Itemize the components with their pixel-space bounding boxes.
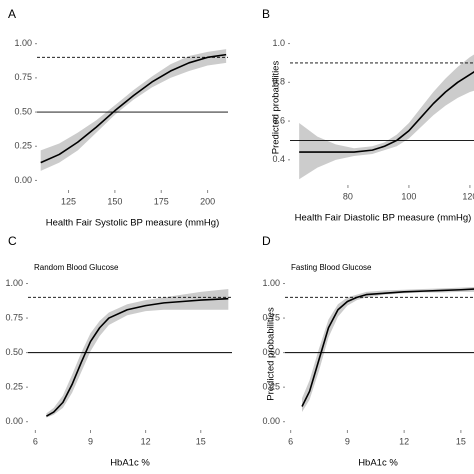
subtitle: Fasting Blood Glucose [291, 263, 372, 272]
y-tick-label: 0.75 [14, 72, 32, 82]
x-tick-label: 6 [288, 436, 293, 446]
x-tick-label: 9 [88, 436, 93, 446]
subtitle: Random Blood Glucose [34, 263, 119, 272]
y-tick-label: 0.50 [14, 106, 32, 116]
x-tick-label: 175 [154, 196, 169, 206]
x-tick-label: 80 [343, 191, 353, 201]
x-tick-label: 6 [33, 436, 38, 446]
curve [40, 53, 227, 164]
y-tick-label: 0.25 [14, 141, 32, 151]
y-tick-label: 1.00 [14, 38, 32, 48]
y-tick-label: 0.50 [262, 347, 280, 357]
y-tick-label: 0.00 [5, 416, 23, 426]
y-tick-label: 1.00 [262, 278, 280, 288]
x-tick-label: 15 [456, 436, 466, 446]
confidence-band [46, 289, 229, 418]
y-tick-label: 0.00 [14, 175, 32, 185]
y-tick-label: 0.50 [5, 347, 23, 357]
x-tick-label: 12 [399, 436, 409, 446]
y-tick-label: 0.75 [262, 312, 280, 322]
curve [45, 297, 229, 417]
x-tick-label: 100 [401, 191, 416, 201]
confidence-band [302, 286, 474, 413]
panel-label: B [262, 7, 270, 21]
x-tick-label: 120 [462, 191, 474, 201]
y-axis-label: Predicted probabilities [271, 61, 282, 155]
panel-label: D [262, 234, 271, 248]
x-tick-label: 125 [61, 196, 76, 206]
x-tick-label: 12 [141, 436, 151, 446]
confidence-band [299, 54, 474, 180]
y-tick-label: 0.8 [272, 77, 285, 87]
x-axis-label: HbA1c % [110, 458, 150, 469]
x-tick-label: 9 [345, 436, 350, 446]
y-tick-label: 0.00 [262, 416, 280, 426]
x-tick-label: 15 [196, 436, 206, 446]
panel-label: A [8, 7, 16, 21]
y-tick-label: 0.25 [262, 382, 280, 392]
confidence-band [40, 49, 227, 171]
y-tick-label: 0.6 [272, 115, 285, 125]
y-tick-label: 0.25 [5, 382, 23, 392]
x-axis-label: Health Fair Diastolic BP measure (mmHg) [295, 213, 472, 224]
x-axis-label: Health Fair Systolic BP measure (mmHg) [46, 218, 220, 229]
y-tick-label: 0.75 [5, 312, 23, 322]
y-tick-label: 1.00 [5, 278, 23, 288]
panel-label: C [8, 234, 17, 248]
x-tick-label: 200 [200, 196, 215, 206]
x-axis-label: HbA1c % [358, 458, 398, 469]
x-tick-label: 150 [107, 196, 122, 206]
y-axis-label: Predicted probabilities [266, 307, 277, 401]
curve [301, 288, 474, 407]
y-tick-label: 0.4 [272, 154, 285, 164]
curve [299, 71, 474, 153]
y-tick-label: 1.0 [272, 38, 285, 48]
